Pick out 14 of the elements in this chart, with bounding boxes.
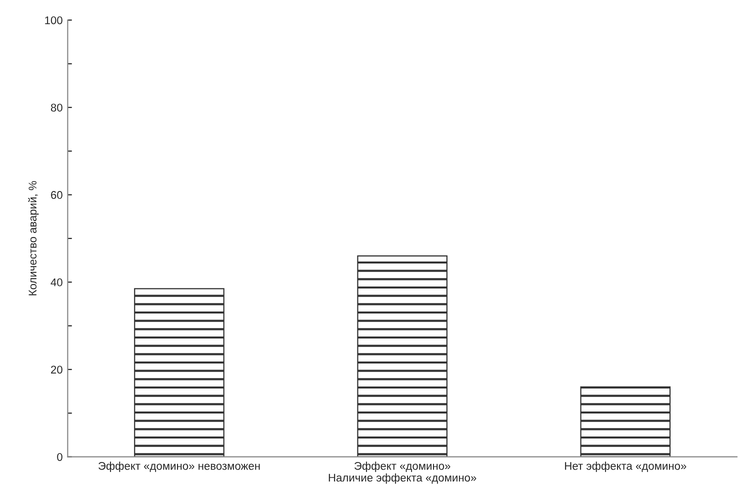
y-tick-label: 80 [50, 104, 62, 112]
y-axis-title: Количество аварий, % [28, 181, 39, 296]
y-tick-label: 40 [50, 278, 62, 286]
x-axis-title: Наличие эффекта «домино» [328, 473, 476, 484]
x-tick-label: Эффект «домино» [354, 462, 450, 472]
y-tick-label: 0 [57, 453, 62, 461]
y-tick-label: 100 [45, 16, 62, 24]
y-tick-label: 20 [51, 366, 62, 374]
bar [357, 255, 448, 457]
bar [134, 288, 224, 457]
x-tick-label: Эффект «домино» невозможен [98, 462, 260, 472]
bar [580, 386, 671, 457]
x-tick-label: Нет эффекта «домино» [565, 462, 686, 472]
y-tick-label: 60 [51, 191, 62, 199]
